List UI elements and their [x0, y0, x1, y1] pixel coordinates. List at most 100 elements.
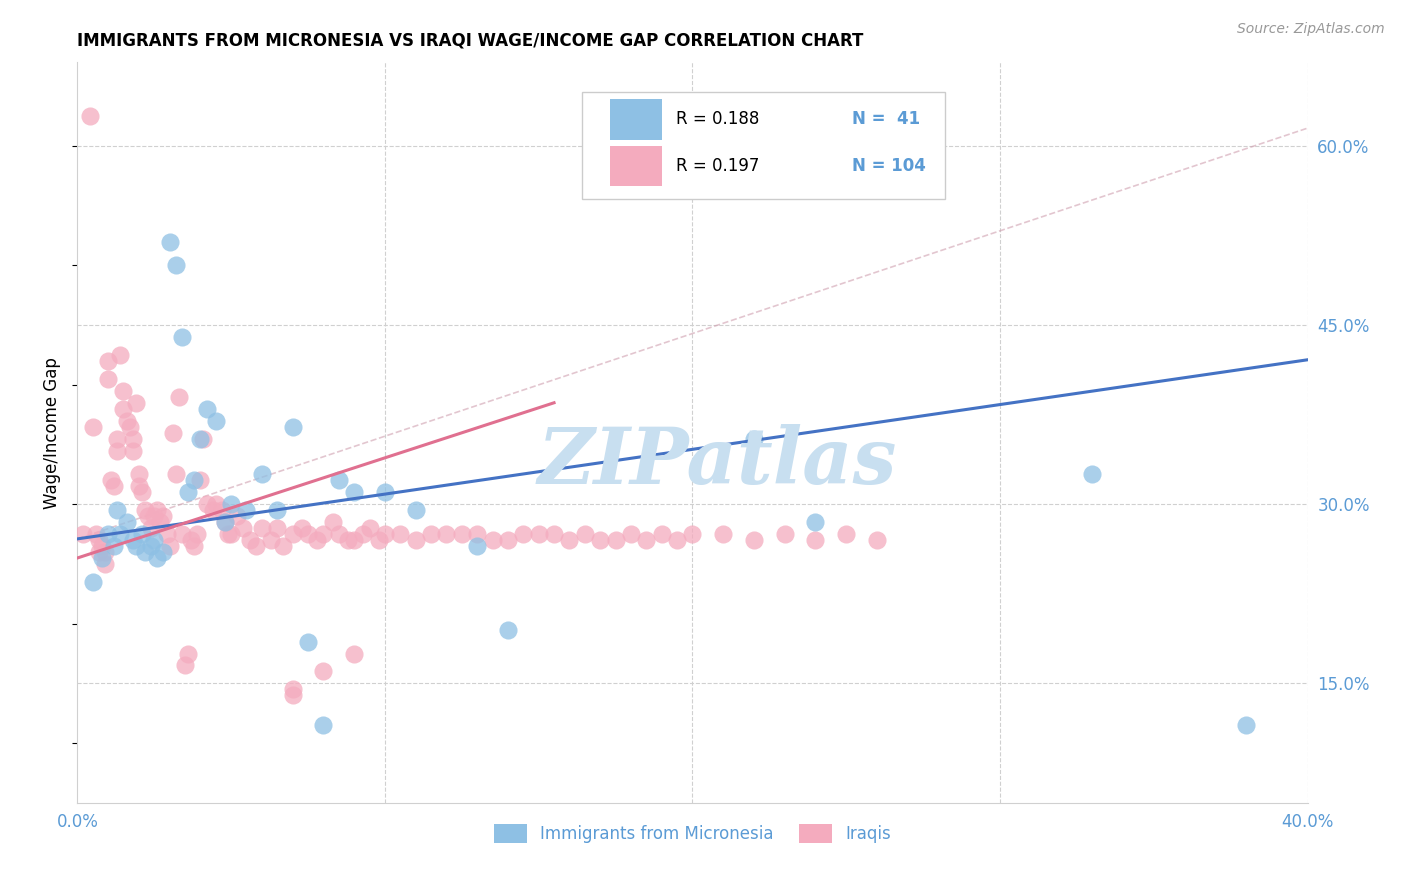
- Text: IMMIGRANTS FROM MICRONESIA VS IRAQI WAGE/INCOME GAP CORRELATION CHART: IMMIGRANTS FROM MICRONESIA VS IRAQI WAGE…: [77, 32, 863, 50]
- Point: [558, 533, 581, 547]
- Point: [281, 419, 304, 434]
- Text: Source: ZipAtlas.com: Source: ZipAtlas.com: [1237, 22, 1385, 37]
- Point: [420, 527, 443, 541]
- Point: [121, 443, 143, 458]
- Point: [273, 539, 295, 553]
- Point: [1234, 718, 1257, 732]
- Point: [141, 521, 163, 535]
- Point: [211, 503, 233, 517]
- Point: [250, 521, 273, 535]
- Point: [620, 527, 643, 541]
- Point: [177, 485, 200, 500]
- Point: [328, 527, 350, 541]
- Point: [131, 485, 153, 500]
- Point: [188, 432, 212, 446]
- Point: [574, 527, 596, 541]
- Point: [343, 647, 366, 661]
- Point: [291, 521, 314, 535]
- Point: [214, 515, 236, 529]
- Point: [804, 515, 827, 529]
- Point: [374, 485, 396, 500]
- Point: [204, 497, 226, 511]
- Point: [328, 474, 350, 488]
- Point: [589, 533, 612, 547]
- Point: [260, 533, 283, 547]
- Point: [84, 527, 107, 541]
- Point: [103, 479, 125, 493]
- Point: [343, 485, 366, 500]
- Point: [90, 551, 114, 566]
- Point: [214, 515, 236, 529]
- Point: [134, 545, 156, 559]
- Point: [90, 539, 114, 553]
- Point: [235, 503, 257, 517]
- Point: [204, 414, 226, 428]
- Point: [146, 551, 169, 566]
- Point: [465, 539, 488, 553]
- Point: [226, 509, 249, 524]
- Point: [110, 527, 132, 541]
- Point: [82, 574, 104, 589]
- Point: [312, 718, 335, 732]
- Point: [436, 527, 458, 541]
- Point: [94, 545, 117, 559]
- Point: [183, 539, 205, 553]
- Point: [219, 527, 242, 541]
- Point: [105, 432, 128, 446]
- Point: [367, 533, 389, 547]
- Point: [773, 527, 796, 541]
- Point: [742, 533, 765, 547]
- Point: [125, 539, 148, 553]
- Point: [651, 527, 673, 541]
- Point: [297, 634, 319, 648]
- Point: [177, 647, 200, 661]
- Point: [835, 527, 858, 541]
- Point: [352, 527, 374, 541]
- Point: [162, 425, 184, 440]
- Point: [143, 509, 166, 524]
- Point: [112, 384, 135, 398]
- Point: [682, 527, 704, 541]
- Point: [195, 401, 218, 416]
- Point: [97, 527, 120, 541]
- Point: [742, 432, 765, 446]
- Point: [125, 396, 148, 410]
- Point: [266, 503, 288, 517]
- Point: [121, 533, 143, 547]
- Point: [159, 235, 181, 249]
- Point: [450, 527, 472, 541]
- Point: [232, 521, 254, 535]
- Point: [183, 474, 205, 488]
- Y-axis label: Wage/Income Gap: Wage/Income Gap: [44, 357, 62, 508]
- Point: [152, 545, 174, 559]
- Point: [201, 503, 224, 517]
- Point: [146, 503, 169, 517]
- Bar: [610, 99, 662, 140]
- Point: [405, 533, 427, 547]
- Point: [152, 509, 174, 524]
- Point: [281, 527, 304, 541]
- FancyBboxPatch shape: [582, 92, 945, 200]
- Point: [79, 109, 101, 123]
- Point: [711, 527, 734, 541]
- Point: [97, 354, 120, 368]
- Point: [82, 419, 104, 434]
- Point: [281, 689, 304, 703]
- Point: [121, 432, 143, 446]
- Point: [465, 527, 488, 541]
- Point: [128, 467, 150, 482]
- Point: [250, 467, 273, 482]
- Point: [307, 533, 329, 547]
- Point: [481, 533, 503, 547]
- Point: [193, 432, 215, 446]
- Point: [1081, 467, 1104, 482]
- Point: [170, 527, 193, 541]
- Point: [512, 527, 534, 541]
- Point: [312, 527, 335, 541]
- Point: [155, 527, 177, 541]
- Point: [605, 533, 627, 547]
- Point: [266, 521, 288, 535]
- Point: [496, 533, 519, 547]
- Text: R = 0.188: R = 0.188: [676, 111, 759, 128]
- Point: [188, 474, 212, 488]
